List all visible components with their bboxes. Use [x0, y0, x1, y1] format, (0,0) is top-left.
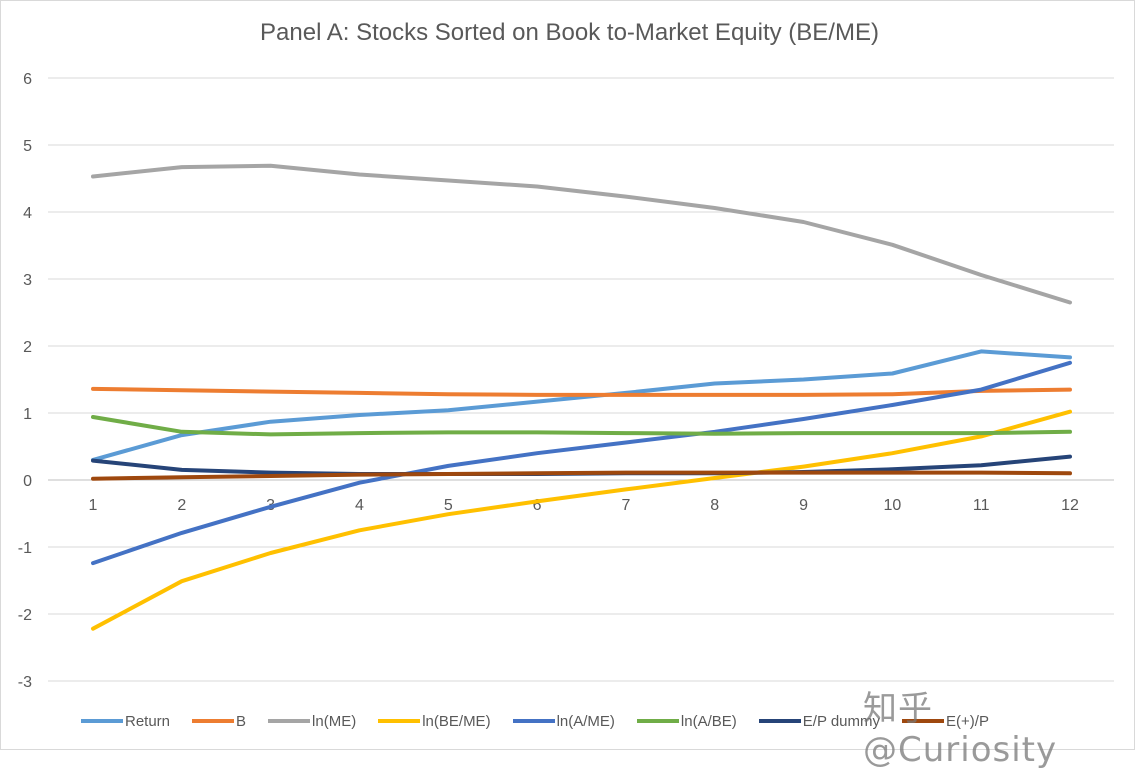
x-tick-label: 10 — [883, 497, 901, 514]
legend-item-ln-me: ln(ME) — [268, 713, 356, 730]
legend-swatch — [902, 719, 945, 723]
y-tick-label: 6 — [23, 71, 32, 88]
y-tick-label: 2 — [23, 339, 32, 356]
x-tick-label: 5 — [444, 497, 453, 514]
legend-label: ln(ME) — [312, 712, 357, 730]
legend-swatch — [268, 719, 311, 723]
series-line-b — [91, 386, 1072, 397]
series-line-ln-a-me — [91, 360, 1072, 566]
series-line-ln-a-be — [91, 415, 1072, 437]
legend-label: ln(A/ME) — [556, 712, 615, 730]
x-tick-label: 7 — [621, 497, 630, 514]
legend-swatch — [378, 719, 421, 723]
watermark: 知乎 @Curiosity — [863, 689, 1058, 770]
legend-item-ln-a-be: ln(A/BE) — [636, 712, 737, 730]
x-tick-label: 11 — [973, 497, 990, 514]
legend-swatch — [192, 719, 235, 723]
legend-label: ln(A/BE) — [680, 712, 737, 730]
y-tick-label: 1 — [23, 406, 32, 423]
legend-item-ln-a-me: ln(A/ME) — [512, 712, 615, 730]
x-tick-label: 4 — [355, 497, 364, 514]
y-tick-label: 3 — [23, 272, 32, 289]
legend-swatch — [81, 719, 123, 723]
legend-item-ln-be-me: ln(BE/ME) — [378, 712, 491, 730]
legend-swatch — [512, 719, 555, 723]
x-tick-label: 8 — [710, 497, 719, 514]
legend-label: E/P dummy — [802, 712, 881, 730]
legend-label: E(+)/P — [946, 712, 989, 730]
legend-item-b: B — [192, 713, 246, 730]
x-tick-label: 1 — [89, 497, 98, 514]
legend-item-e-p: E(+)/P — [902, 713, 989, 730]
series-line-ln-be-me — [91, 409, 1072, 631]
y-tick-label: 4 — [23, 205, 32, 222]
legend-swatch — [758, 719, 801, 723]
y-tick-label: -1 — [18, 540, 32, 557]
legend-item-return: Return — [81, 713, 170, 730]
series-line-return — [91, 349, 1072, 462]
legend-swatch — [636, 719, 679, 723]
y-tick-label: -3 — [18, 674, 32, 691]
x-tick-label: 12 — [1061, 497, 1079, 514]
y-tick-label: -2 — [18, 607, 32, 624]
legend-item-e-p-dummy: E/P dummy — [758, 712, 881, 730]
legend-label: Return — [125, 712, 171, 730]
legend-label: ln(BE/ME) — [422, 712, 491, 730]
legend-label: B — [236, 712, 247, 730]
x-tick-label: 9 — [799, 497, 808, 514]
y-tick-label: 5 — [23, 138, 32, 155]
chart-title: Panel A: Stocks Sorted on Book to-Market… — [260, 19, 879, 46]
x-tick-label: 6 — [533, 497, 542, 514]
y-tick-label: 0 — [23, 473, 32, 490]
series-line-e-p — [91, 470, 1072, 481]
series-line-ln-me — [91, 163, 1072, 305]
x-tick-label: 2 — [177, 497, 186, 514]
